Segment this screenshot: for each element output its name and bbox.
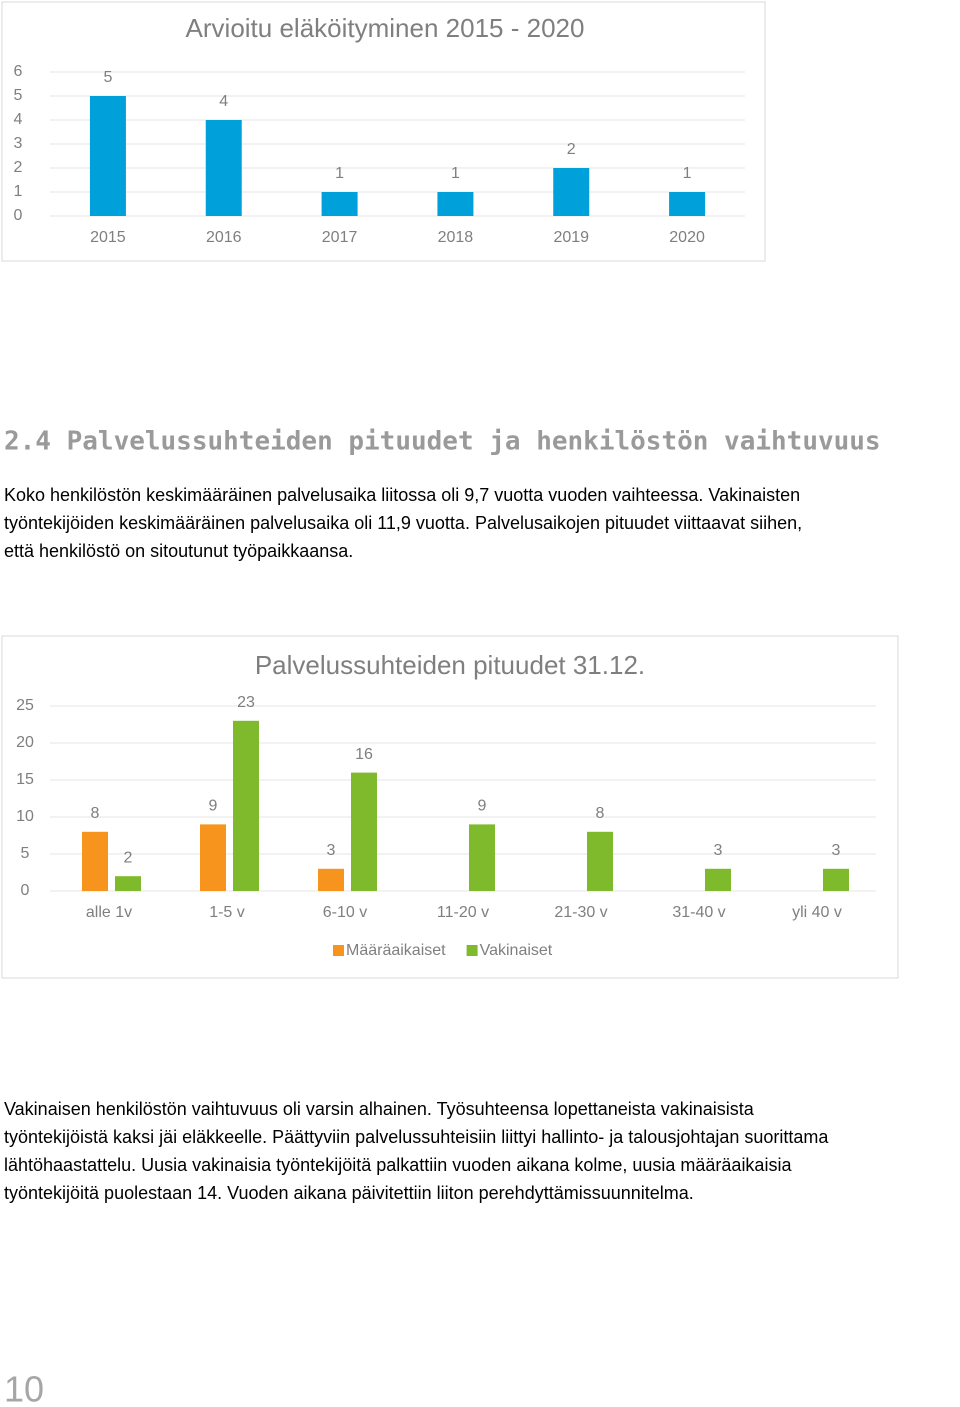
bar [115,876,141,891]
legend-label: Vakinaiset [480,942,553,959]
data-label: 1 [451,165,460,182]
chart-title: Palvelussuhteiden pituudet 31.12. [255,650,645,680]
chart-frame [1,1,766,262]
y-tick-label: 1 [14,183,23,200]
chart-title: Arvioitu eläköityminen 2015 - 2020 [186,13,585,43]
x-tick-label: 2017 [322,229,358,246]
data-label: 8 [91,805,100,822]
paragraph-line: työntekijöiden keskimääräinen palvelusai… [4,513,802,533]
bar [89,96,126,216]
y-tick-label: 0 [14,207,23,224]
x-tick-label: 2015 [90,229,126,246]
y-tick-label: 4 [14,111,23,128]
paragraph-line: työntekijöitä puolestaan 14. Vuoden aika… [4,1183,694,1203]
chart-frame [1,635,899,979]
data-label: 3 [832,842,841,859]
y-tick-label: 6 [14,63,23,80]
bar [669,192,706,216]
data-label: 9 [478,798,487,815]
page-number: 10 [4,1369,44,1407]
data-label: 2 [567,141,576,158]
x-tick-label: 11-20 v [437,904,489,921]
data-label: 3 [327,842,336,859]
data-label: 1 [683,165,692,182]
data-label: 2 [124,849,133,866]
legend-label: Määräaikaiset [346,942,446,959]
y-tick-label: 2 [14,159,23,176]
y-tick-label: 0 [21,882,30,899]
section-heading: 2.4 Palvelussuhteiden pituudet ja henkil… [4,427,881,457]
legend-swatch [466,945,478,956]
data-label: 9 [209,798,218,815]
x-tick-label: 2019 [553,229,589,246]
y-tick-label: 5 [21,845,30,862]
bar [82,831,108,891]
y-tick-label: 5 [14,87,23,104]
bar [437,192,474,216]
x-tick-label: 1-5 v [209,904,245,921]
x-tick-label: 2020 [669,229,705,246]
bar [200,824,226,891]
bar [205,120,242,216]
x-tick-label: 6-10 v [323,904,367,921]
bar [351,772,377,891]
paragraph-line: työntekijöistä kaksi jäi eläkkeelle. Pää… [4,1127,829,1147]
x-tick-label: alle 1v [86,904,132,921]
paragraph-line: lähtöhaastattelu. Uusia vakinaisia työnt… [4,1155,792,1175]
x-tick-label: 31-40 v [672,904,725,921]
bar [823,868,849,891]
data-label: 3 [714,842,723,859]
paragraph-line: että henkilöstö on sitoutunut työpaikkaa… [4,541,353,561]
y-tick-label: 25 [16,697,34,714]
y-tick-label: 10 [16,808,34,825]
paragraph-line: Vakinaisen henkilöstön vaihtuvuus oli va… [4,1099,755,1119]
x-tick-label: 2018 [438,229,474,246]
bar [553,168,590,216]
x-tick-label: 21-30 v [554,904,607,921]
bar [321,192,358,216]
bar [705,868,731,891]
x-tick-label: 2016 [206,229,242,246]
data-label: 5 [103,69,112,86]
y-tick-label: 20 [16,734,34,751]
legend-swatch [333,945,344,956]
data-label: 16 [355,746,373,763]
data-label: 23 [237,694,255,711]
data-label: 8 [596,805,605,822]
y-tick-label: 3 [14,135,23,152]
bar [469,824,495,891]
bar [587,831,613,891]
bar [318,868,344,891]
bar [233,720,259,891]
paragraph-line: Koko henkilöstön keskimääräinen palvelus… [4,485,800,505]
x-tick-label: yli 40 v [792,904,842,921]
y-tick-label: 15 [16,771,34,788]
data-label: 1 [335,165,344,182]
data-label: 4 [219,93,228,110]
